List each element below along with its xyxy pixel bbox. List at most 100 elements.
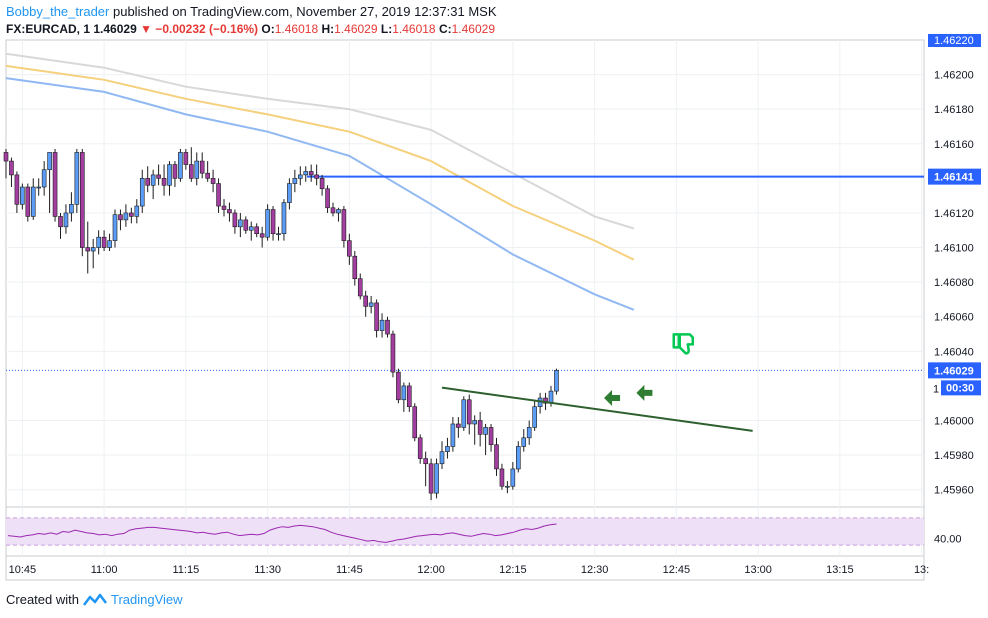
candle-body (347, 240, 352, 257)
candle-body (183, 152, 189, 165)
candle-body (58, 216, 63, 228)
countdown-label: 00:30 (946, 382, 974, 394)
time-tick-label: 13:15 (826, 564, 854, 576)
symbol-line: FX:EURCAD, 1 1.46029 ▼ −0.00232 (−0.16%)… (6, 22, 495, 36)
candle-body (494, 444, 499, 470)
candle-body (243, 219, 249, 231)
candle-body (472, 420, 478, 425)
candle-body (303, 171, 309, 176)
price-axis[interactable]: 1.46200 1.46180 1.46160 1.46120 1.46100 1.460… (934, 70, 974, 497)
candle-body (445, 446, 450, 452)
tradingview-link[interactable]: TradingView (110, 592, 183, 607)
rsi-axis-label: 40.00 (934, 533, 962, 545)
candle-body (41, 169, 47, 188)
candle-body (172, 164, 178, 179)
candle-body (319, 178, 325, 190)
candle-body (483, 427, 488, 435)
candle-body (412, 406, 418, 439)
last-price: 1.46029 (93, 22, 137, 36)
candle-body (199, 160, 205, 174)
candle-body (20, 186, 25, 205)
candle-body (330, 207, 336, 214)
candle-body (548, 390, 554, 404)
candle-body (461, 399, 467, 428)
last-price-label: 1.46029 (934, 365, 974, 377)
open-label: O: (261, 22, 275, 36)
time-tick-label: 11:45 (336, 564, 363, 576)
candle-body (439, 451, 445, 465)
time-tick-label: 12:45 (663, 564, 691, 576)
candle-body (526, 427, 532, 439)
trend-line[interactable] (441, 386, 753, 432)
candle-body (287, 183, 292, 203)
candle-body (510, 468, 516, 487)
candle-body (292, 178, 298, 184)
candle-body (74, 152, 80, 205)
time-tick-label: 10:45 (9, 564, 37, 576)
time-tick-label: 13: (914, 564, 929, 576)
candle-body (238, 219, 243, 228)
last-price-badge (928, 362, 981, 379)
candle-body (308, 171, 314, 176)
time-tick-label: 12:30 (581, 564, 609, 576)
symbol-name: FX:EURCAD, 1 (6, 22, 91, 36)
price-tick-label: 1.46000 (934, 416, 974, 428)
candle-body (248, 226, 254, 231)
candle-body (205, 172, 210, 179)
moving-averages (5, 52, 635, 311)
low-value: 1.46018 (392, 22, 436, 36)
candle-body (85, 247, 91, 252)
price-tick-label: 1.46200 (934, 70, 974, 82)
author-link[interactable]: Bobby_the_trader (6, 4, 110, 19)
price-tick-label: 1.46100 (934, 243, 974, 255)
candle-body (156, 174, 161, 179)
candle-body (232, 212, 238, 228)
candle-body (396, 371, 401, 401)
candle-body (417, 437, 423, 459)
left-arrow-icon[interactable] (604, 390, 621, 407)
candle-body (227, 209, 232, 214)
time-tick-label: 11:30 (254, 564, 281, 576)
high-value: 1.46029 (334, 22, 378, 36)
time-axis-frame (5, 555, 925, 581)
candle-body (401, 385, 407, 401)
candle-body (477, 420, 483, 435)
candle-body (434, 463, 439, 494)
hline-price-badge (928, 168, 981, 185)
candle-body (161, 178, 167, 186)
price-tick-partial: 1.46220 (934, 35, 974, 47)
candle-body (139, 178, 145, 207)
price-tick-label: 1.46180 (934, 104, 974, 116)
candle-body (118, 214, 123, 221)
time-axis[interactable]: 10:45 11:00 11:15 11:30 11:45 12:00 12:15 12:30… (9, 564, 930, 576)
time-tick-label: 12:15 (499, 564, 527, 576)
low-label: L: (380, 22, 393, 36)
candle-body (406, 385, 412, 407)
candle-body (390, 333, 396, 373)
candle-body (9, 160, 14, 176)
candle-body (499, 468, 505, 487)
thumbs-down-icon[interactable] (672, 333, 694, 355)
candle-body (194, 160, 200, 179)
price-tick-label: 1.46080 (934, 277, 974, 289)
candle-body (374, 302, 379, 331)
created-with-text: Created with (6, 592, 79, 607)
left-arrow-icon[interactable] (636, 384, 653, 401)
candle-body (123, 212, 129, 221)
countdown-badge (941, 380, 981, 396)
candle-body (30, 186, 36, 217)
tradingview-logo-icon[interactable] (82, 593, 107, 607)
candle-body (69, 204, 74, 214)
hline-price-label: 1.46141 (934, 172, 974, 184)
candle-body (3, 152, 9, 162)
close-value: 1.46029 (451, 22, 496, 36)
candle-body (221, 205, 227, 210)
candle-body (281, 202, 287, 235)
candle-body (543, 397, 548, 404)
price-pane-frame (5, 39, 925, 508)
close-label: C: (438, 22, 452, 36)
candle-body (254, 226, 259, 235)
candle-body (178, 152, 183, 179)
candle-body (505, 485, 510, 488)
